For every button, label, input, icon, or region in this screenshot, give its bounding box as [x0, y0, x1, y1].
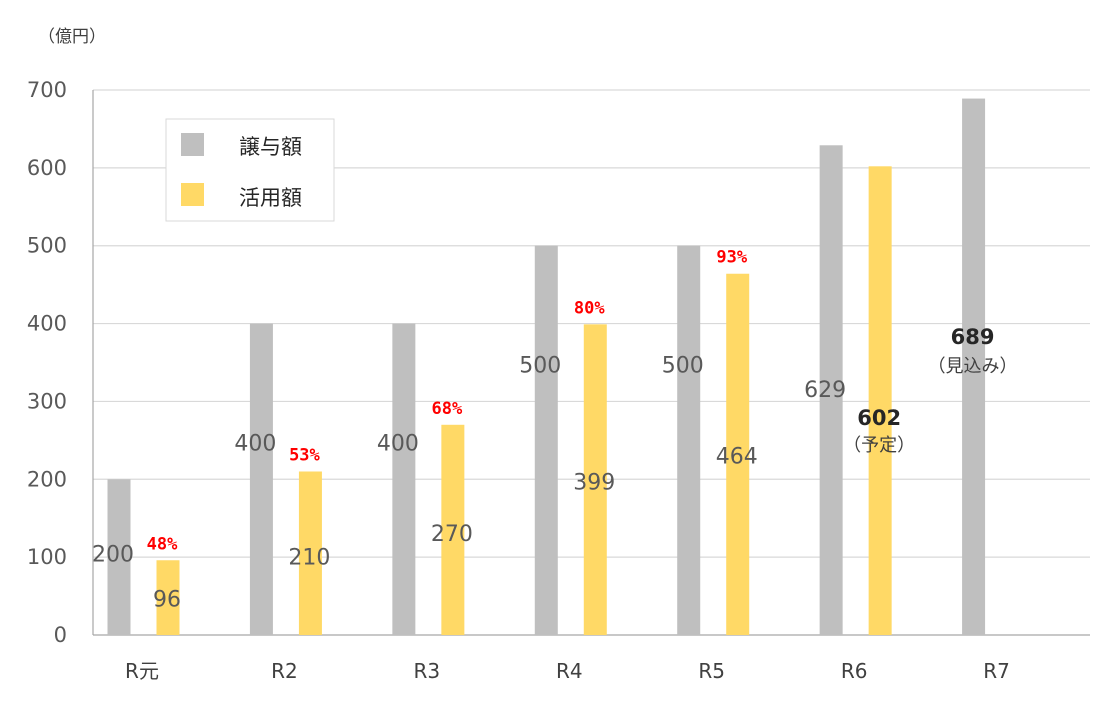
data-label-used: 602 — [857, 406, 901, 430]
bar-gift — [107, 479, 131, 635]
bar-used — [868, 166, 892, 636]
y-tick-label: 0 — [54, 623, 67, 647]
y-tick-label: 200 — [27, 467, 67, 491]
data-label-gift: 629 — [804, 378, 846, 403]
legend: 譲与額 活用額 — [165, 118, 335, 222]
bar-used — [441, 424, 465, 635]
y-axis-ticks: 0 100 200 300 400 500 600 700 — [27, 78, 67, 647]
estimate-note: （見込み） — [928, 356, 1018, 377]
bar-used — [583, 324, 607, 635]
data-label-gift: 400 — [377, 432, 419, 457]
y-tick-label: 500 — [27, 234, 67, 258]
legend-swatch-used — [181, 183, 204, 206]
utilization-rate-label: 68% — [431, 399, 462, 419]
data-labels: 200 96 48% 400 210 53% 400 270 68% 500 399 80% 500 46… — [92, 248, 1018, 613]
bar-used — [156, 560, 180, 635]
x-category-label: R元 — [125, 659, 159, 683]
bar-gift — [677, 245, 701, 635]
bar-gift — [534, 245, 558, 635]
y-tick-label: 400 — [27, 312, 67, 336]
data-label-gift: 400 — [234, 432, 276, 457]
utilization-rate-label: 53% — [289, 446, 320, 466]
y-axis-unit: （億円） — [38, 27, 106, 47]
x-category-label: R5 — [698, 659, 725, 683]
bar-gift — [392, 323, 416, 635]
x-category-label: R7 — [983, 659, 1010, 683]
x-axis-categories: R元 R2 R3 R4 R5 R6 R7 — [125, 659, 1010, 683]
bar-gift — [819, 145, 843, 635]
y-tick-label: 600 — [27, 156, 67, 180]
legend-label-used: 活用額 — [239, 186, 302, 210]
bar-used — [726, 273, 750, 635]
bar-used — [298, 471, 322, 635]
legend-label-gift: 譲与額 — [239, 135, 302, 159]
data-label-used: 210 — [288, 546, 330, 571]
utilization-rate-label: 48% — [147, 534, 178, 554]
x-category-label: R4 — [556, 659, 583, 683]
data-label-gift: 689 — [951, 325, 995, 349]
y-tick-label: 700 — [27, 78, 67, 102]
bars — [107, 98, 986, 636]
data-label-used: 464 — [716, 445, 758, 470]
data-label-used: 399 — [573, 470, 615, 495]
bar-gift — [962, 98, 986, 636]
legend-swatch-gift — [181, 133, 204, 156]
data-label-gift: 500 — [662, 354, 704, 379]
data-label-used: 96 — [153, 587, 181, 612]
x-category-label: R6 — [841, 659, 868, 683]
bar-gift — [249, 323, 273, 635]
utilization-rate-label: 80% — [574, 298, 605, 318]
y-tick-label: 100 — [27, 545, 67, 569]
y-tick-label: 300 — [27, 389, 67, 413]
planned-note: （予定） — [843, 435, 915, 456]
x-category-label: R2 — [271, 659, 298, 683]
utilization-rate-label: 93% — [716, 248, 747, 268]
x-category-label: R3 — [414, 659, 441, 683]
data-label-used: 270 — [431, 522, 473, 547]
data-label-gift: 200 — [92, 542, 134, 567]
data-label-gift: 500 — [519, 354, 561, 379]
